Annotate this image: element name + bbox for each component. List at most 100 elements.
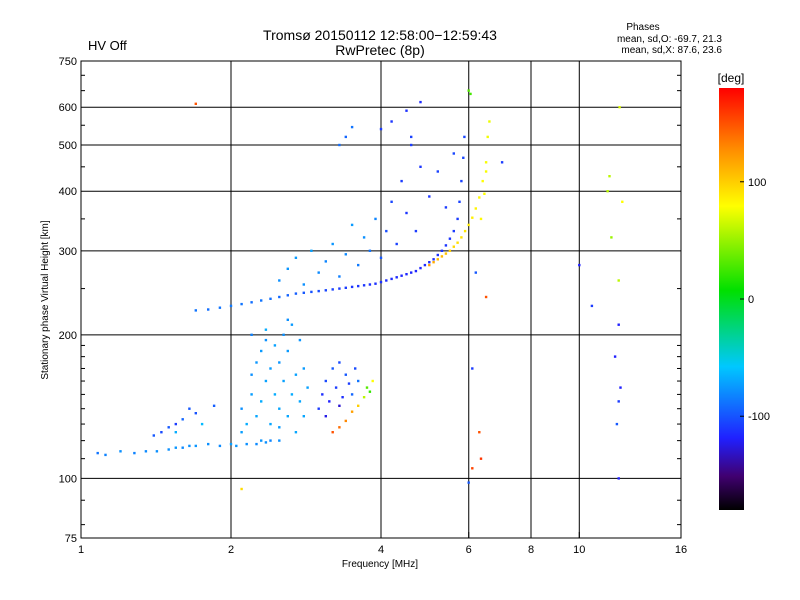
data-point	[278, 426, 281, 429]
data-point	[357, 284, 360, 288]
data-point	[344, 286, 347, 289]
data-point	[371, 379, 374, 383]
y-tick-label: 600	[59, 102, 77, 114]
data-point	[278, 295, 281, 299]
data-point	[338, 404, 341, 407]
data-point	[144, 450, 148, 453]
data-point	[294, 292, 298, 295]
data-point	[428, 261, 431, 264]
data-point	[273, 393, 277, 396]
data-point	[617, 323, 620, 326]
data-point	[260, 349, 263, 353]
data-point	[250, 393, 253, 396]
data-point	[613, 355, 617, 358]
data-point	[474, 271, 477, 274]
data-point	[290, 323, 294, 326]
data-point	[181, 418, 184, 421]
data-point	[245, 422, 248, 426]
data-point	[338, 287, 341, 290]
data-point	[338, 143, 341, 147]
data-point	[362, 284, 366, 287]
data-point	[390, 277, 393, 281]
data-point	[286, 318, 289, 321]
data-point	[194, 309, 197, 312]
data-point	[440, 255, 444, 258]
data-point	[298, 338, 302, 342]
data-point	[452, 152, 455, 155]
data-point	[484, 170, 488, 173]
data-point	[240, 302, 243, 306]
colorbar-ticks: 100 0 -100	[740, 177, 770, 423]
data-point	[478, 431, 481, 434]
data-point	[618, 106, 621, 109]
data-point	[357, 379, 360, 383]
data-point	[302, 291, 305, 294]
data-point	[328, 400, 331, 403]
data-point	[619, 386, 622, 389]
data-point	[484, 161, 488, 164]
colorbar-tick-label: 100	[748, 177, 766, 189]
data-point	[390, 120, 393, 123]
data-point	[264, 328, 268, 331]
phases-o-line: mean, sd,O: -69.7, 21.3	[617, 34, 722, 45]
data-point	[379, 280, 383, 284]
data-point	[155, 450, 159, 453]
chart-title: Tromsø 20150112 12:58:00−12:59:43	[263, 27, 497, 43]
data-point	[432, 261, 435, 264]
data-point	[350, 223, 354, 227]
data-point	[410, 135, 413, 139]
data-point	[390, 200, 393, 203]
data-point	[334, 386, 338, 389]
data-point	[317, 407, 320, 410]
data-point	[260, 400, 263, 403]
y-tick-label: 300	[59, 246, 77, 258]
data-point	[350, 285, 354, 289]
data-point	[290, 393, 294, 396]
data-point	[278, 361, 281, 364]
data-point	[483, 192, 486, 195]
data-point	[444, 252, 448, 255]
data-point	[269, 422, 272, 426]
data-point	[467, 481, 470, 484]
data-point	[344, 373, 347, 376]
data-point	[448, 237, 452, 240]
data-point	[119, 450, 122, 453]
data-point	[273, 344, 277, 347]
data-point	[471, 367, 474, 370]
colorbar-label: [deg]	[718, 71, 745, 85]
data-point	[368, 283, 372, 286]
data-point	[419, 165, 422, 168]
data-point	[419, 266, 422, 270]
data-point	[317, 289, 320, 293]
data-point	[481, 179, 484, 183]
data-point	[458, 200, 461, 203]
data-point	[471, 467, 474, 470]
data-point	[160, 431, 163, 434]
data-point	[200, 422, 204, 426]
data-point	[488, 120, 491, 123]
data-point	[379, 256, 383, 259]
data-point	[365, 386, 369, 389]
data-point	[96, 451, 99, 455]
data-point	[617, 279, 620, 282]
data-point	[207, 308, 210, 311]
data-point	[286, 415, 289, 418]
data-point	[350, 393, 354, 396]
data-point	[486, 135, 489, 139]
data-point	[385, 279, 388, 282]
data-point	[310, 290, 313, 294]
y-tick-label: 400	[59, 186, 77, 198]
y-tick-label: 500	[59, 140, 77, 152]
data-point	[331, 288, 334, 291]
data-point	[368, 249, 372, 252]
data-point	[269, 439, 272, 442]
data-point	[174, 446, 177, 449]
data-point	[255, 442, 258, 446]
data-point	[484, 295, 488, 299]
data-point	[302, 283, 305, 286]
data-point	[350, 410, 354, 413]
data-point	[469, 92, 472, 96]
data-point	[350, 125, 354, 129]
data-point	[278, 439, 281, 442]
